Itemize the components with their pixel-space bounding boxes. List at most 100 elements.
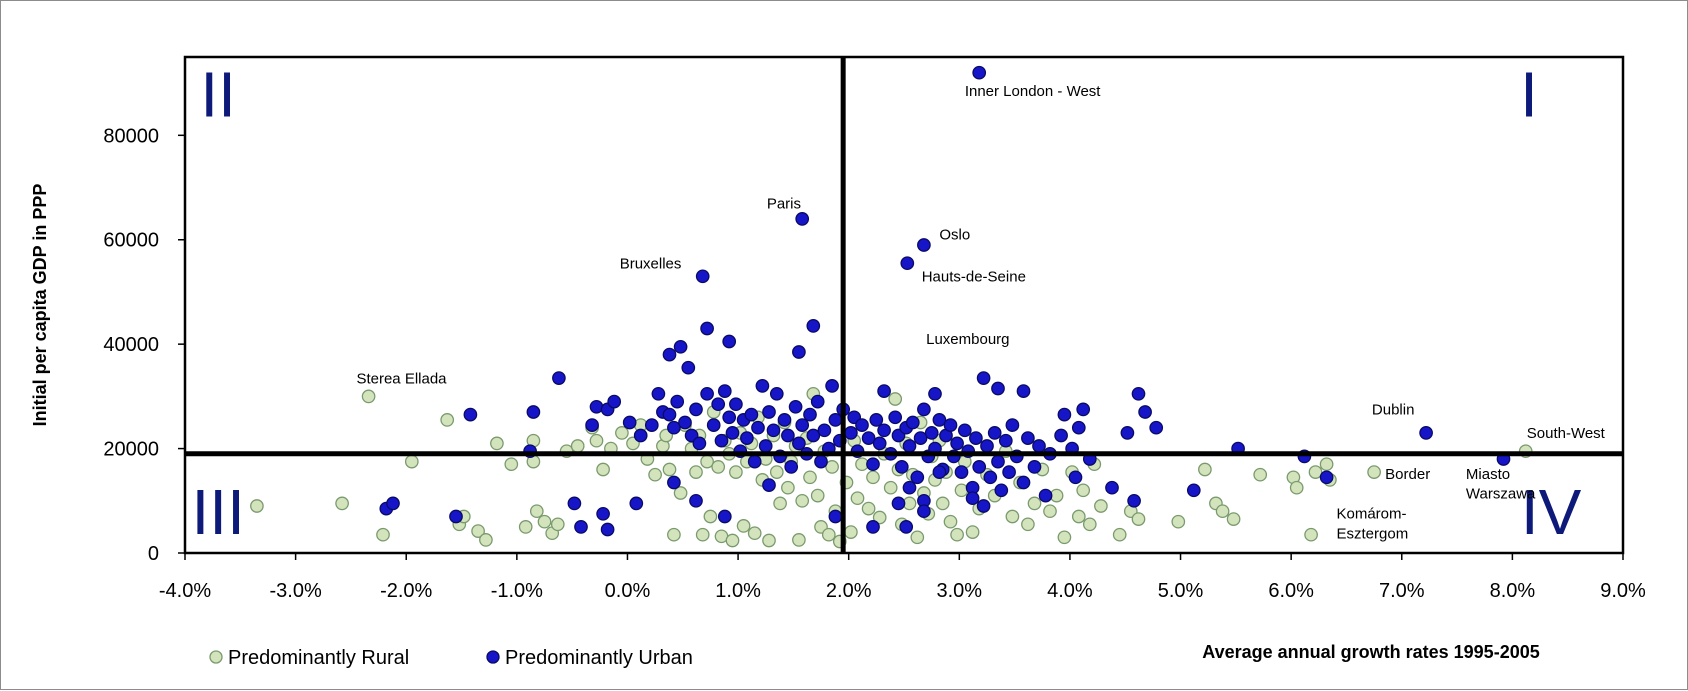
rural-point [662, 462, 677, 477]
rural-point [769, 465, 784, 479]
urban-point [589, 399, 604, 414]
rural-point [821, 527, 836, 542]
urban-point [607, 394, 622, 409]
urban-point [449, 509, 463, 524]
urban-point [932, 413, 947, 427]
rural-point [689, 465, 703, 479]
point-annotation: Border [1385, 466, 1430, 483]
rural-point [1226, 512, 1241, 526]
rural-point [773, 496, 787, 511]
quadrant-label: I [1520, 59, 1538, 131]
x-tick-label: 8.0% [1490, 580, 1536, 602]
rural-point [550, 517, 565, 532]
urban-point [917, 402, 931, 417]
urban-point [983, 470, 998, 485]
urban-point [1032, 439, 1046, 453]
urban-point [1076, 402, 1091, 417]
urban-point [991, 454, 1005, 469]
rural-point [250, 499, 264, 513]
point-annotation: Miasto [1466, 466, 1510, 483]
urban-point [1016, 384, 1031, 398]
urban-point [463, 407, 478, 422]
urban-point [585, 418, 599, 432]
urban-point [552, 371, 566, 385]
urban-point [667, 420, 681, 435]
x-tick-label: -2.0% [380, 580, 432, 602]
rural-point [361, 389, 376, 404]
reference-lines [185, 57, 1623, 553]
rural-point [570, 439, 585, 453]
point-annotation: Oslo [939, 227, 970, 244]
urban-point [681, 360, 696, 375]
urban-point [917, 238, 931, 252]
urban-point [976, 499, 991, 513]
x-axis-ticks: -4.0% -3.0% -2.0% -1.0% 0.0% 1.0% 2.0% 3.0% 4.0%… [159, 553, 1646, 602]
urban-point [1057, 407, 1072, 422]
rural-point [1198, 462, 1212, 477]
rural-point [1289, 480, 1304, 495]
rural-point [1021, 517, 1035, 532]
y-tick-label: 20000 [103, 439, 159, 461]
rural-point [792, 533, 806, 547]
urban-point [567, 496, 582, 511]
y-tick-label: 40000 [103, 334, 159, 356]
rural-point [888, 392, 903, 406]
urban-point [386, 496, 400, 511]
urban-point [1016, 475, 1031, 490]
urban-point [825, 379, 839, 393]
rural-point [781, 480, 795, 495]
rural-point [335, 496, 349, 511]
urban-point [1105, 480, 1119, 495]
urban-point [729, 397, 743, 412]
rural-point [736, 519, 751, 533]
point-annotation: Hauts-de-Seine [922, 269, 1026, 286]
urban-point [913, 431, 928, 445]
x-tick-label: 0.0% [605, 580, 651, 602]
rural-point [1253, 467, 1268, 482]
urban-point [766, 423, 781, 438]
urban-point [905, 415, 920, 430]
urban-point [769, 386, 784, 401]
urban-point [781, 428, 795, 443]
urban-point [644, 418, 659, 432]
rural-point [1094, 499, 1108, 513]
quadrant-label: II [200, 59, 236, 131]
x-tick-label: -1.0% [491, 580, 543, 602]
y-axis-ticks: 0 20000 40000 60000 80000 [103, 125, 185, 565]
rural-point [490, 436, 504, 451]
urban-point [700, 386, 714, 401]
rural-point [1005, 509, 1020, 524]
urban-point [678, 415, 692, 430]
quadrant-label: III [192, 476, 245, 548]
rural-point [1304, 527, 1318, 542]
x-tick-label: 5.0% [1158, 580, 1204, 602]
urban-point [866, 520, 880, 534]
urban-point [965, 491, 980, 506]
legend-label-urban: Predominantly Urban [505, 647, 693, 669]
rural-point [950, 527, 964, 542]
urban-point [972, 460, 987, 474]
quadrant-label: IV [1521, 476, 1582, 548]
urban-point [777, 413, 792, 427]
urban-point [828, 509, 843, 524]
rural-point [935, 496, 950, 511]
urban-point [792, 345, 806, 359]
urban-point [932, 465, 947, 479]
urban-point [667, 475, 681, 490]
rural-point [850, 491, 865, 506]
urban-point [877, 423, 891, 438]
urban-point [902, 439, 917, 453]
rural-point [954, 483, 969, 498]
legend-item-urban: Predominantly Urban [486, 647, 693, 669]
x-tick-label: 4.0% [1047, 580, 1093, 602]
rural-point [1308, 465, 1323, 479]
point-annotation: Luxembourg [926, 331, 1009, 348]
urban-point [722, 410, 737, 425]
urban-point [891, 496, 906, 511]
legend-label-rural: Predominantly Rural [228, 647, 409, 669]
rural-point [1057, 530, 1072, 545]
rural-point [762, 533, 776, 548]
urban-point [844, 426, 858, 440]
